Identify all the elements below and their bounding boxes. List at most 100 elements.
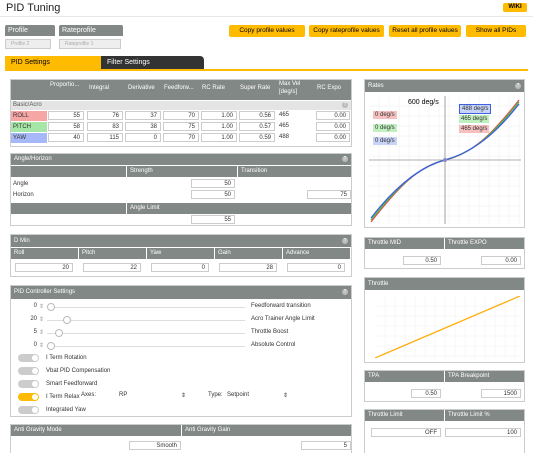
pid-cell-sr[interactable]: 0.56 [239,111,275,120]
pid-cell-ff[interactable]: 70 [163,133,199,142]
slider-stepper[interactable]: ⇕ [39,317,45,323]
throttle-limit-select[interactable]: OFF [371,428,441,437]
throttle-grid [375,296,520,358]
profile-group: Profile Profile 2 [5,25,55,49]
pid-cell-rc[interactable]: 1.00 [201,111,237,120]
toggle-switch[interactable] [18,367,39,375]
slider-track [47,333,245,334]
pid-cell-rc[interactable]: 1.00 [201,133,237,142]
type-label: Type: [208,392,223,398]
toggle-switch[interactable] [18,354,39,362]
header-divider [0,16,533,17]
pid-row-label: YAW [11,133,47,143]
help-icon[interactable]: ? [342,238,348,244]
dmin-col-3: Gain [215,248,282,259]
col-max-vel: Max Vel [deg/s] [279,81,301,95]
throttle-mid-input[interactable]: 0.50 [403,256,441,265]
angle-limit-input[interactable]: 55 [191,215,235,224]
dmin-input-2[interactable]: 0 [151,263,209,272]
throttle-expo-input[interactable]: 0.00 [481,256,521,265]
copy-profile-button[interactable]: Copy profile values [229,25,305,37]
slider-stepper[interactable]: ⇕ [39,343,45,349]
angle-strength-input[interactable]: 50 [191,179,235,188]
toggle-switch[interactable] [18,406,39,414]
toggle-switch[interactable] [18,380,39,388]
copy-rateprofile-button[interactable]: Copy rateprofile values [309,25,384,37]
pid-cell-i[interactable]: 83 [87,122,123,131]
rateprofile-select[interactable]: Rateprofile 1 [59,39,121,49]
pid-cell-p[interactable]: 58 [48,122,84,131]
pid-cell-ff[interactable]: 70 [163,111,199,120]
throttle-graph [375,296,520,358]
angle-header-blank [11,166,126,177]
show-all-pids-button[interactable]: Show all PIDs [466,25,526,37]
rateprofile-group: Rateprofile Rateprofile 1 [59,25,123,49]
tab-filter-settings[interactable]: Filter Settings [101,56,204,69]
throttle-mid-panel: Throttle MID Throttle EXPO 0.50 0.00 [364,237,525,269]
slider-stepper[interactable]: ⇕ [39,304,45,310]
pid-cell-p[interactable]: 55 [48,111,84,120]
slider-label: Absolute Control [251,342,296,348]
pid-cell-expo[interactable]: 0.00 [316,133,350,142]
dmin-input-0[interactable]: 20 [15,263,73,272]
wiki-button[interactable]: WIKI [503,3,527,12]
chevron-down-icon: ⇕ [181,393,187,399]
horizon-strength-input[interactable]: 50 [191,190,235,199]
rates-max-label: 600 deg/s [408,99,439,106]
slider-track [47,307,245,308]
tpa-input[interactable]: 0.50 [411,389,441,398]
tab-pid-settings[interactable]: PID Settings [5,56,101,69]
profile-select[interactable]: Profile 2 [5,39,51,49]
dmin-input-3[interactable]: 28 [219,263,277,272]
pid-cell-p[interactable]: 40 [48,133,84,142]
slider-thumb[interactable] [47,303,55,311]
pid-cell-ff[interactable]: 75 [163,122,199,131]
slider-stepper[interactable]: ⇕ [39,330,45,336]
dmin-col-0: Roll [11,248,78,259]
pid-cell-sr[interactable]: 0.57 [239,122,275,131]
dmin-input-1[interactable]: 22 [83,263,141,272]
help-icon[interactable]: ? [342,156,348,162]
slider-track [47,346,245,347]
help-icon[interactable]: ? [342,289,348,295]
pid-table-header [11,80,351,100]
pid-cell-i[interactable]: 115 [87,133,123,142]
dmin-input-4[interactable]: 0 [287,263,345,272]
pid-cell-d[interactable]: 0 [125,133,161,142]
axes-select[interactable]: RP [119,392,128,398]
horizon-transition-input[interactable]: 75 [307,190,351,199]
dmin-col-4: Advance [283,248,350,259]
toggle-label: Integrated Yaw [46,407,86,413]
yaw-rate-left: 0 deg/s [373,137,397,145]
tpa-breakpoint-input[interactable]: 1500 [481,389,521,398]
axes-label: Axes: [81,392,97,398]
pid-cell-sr[interactable]: 0.59 [239,133,275,142]
page-title: PID Tuning [6,2,61,14]
pid-cell-d[interactable]: 37 [125,111,161,120]
pid-cell-max-vel: 465 [279,123,290,129]
help-icon[interactable]: ? [515,83,521,89]
anti-gravity-mode-select[interactable]: Smooth [129,441,181,450]
toggle-switch[interactable] [18,393,39,401]
slider-label: Acro Trainer Angle Limit [251,316,315,322]
type-select[interactable]: Setpoint [227,392,250,398]
pid-cell-i[interactable]: 76 [87,111,123,120]
roll-rate-left: 0 deg/s [373,111,397,119]
pid-cell-expo[interactable]: 0.00 [316,122,350,131]
toggle-label: I Term Rotation [46,355,87,361]
slider-thumb[interactable] [62,316,71,324]
roll-rate-right: 465 deg/s [459,125,490,133]
slider-thumb[interactable] [54,329,63,337]
reset-all-button[interactable]: Reset all profile values [389,25,461,37]
pid-cell-rc[interactable]: 1.00 [201,122,237,131]
help-icon[interactable]: ? [342,102,348,108]
pitch-rate-right: 465 deg/s [459,115,490,123]
slider-thumb[interactable] [47,342,55,350]
pid-cell-expo[interactable]: 0.00 [316,111,350,120]
tpa-panel: TPA TPA Breakpoint 0.50 1500 [364,370,525,402]
angle-limit-blank [11,203,126,214]
pid-cell-d[interactable]: 38 [125,122,161,131]
slider-value: 0 [33,342,37,348]
throttle-limit-pct-input[interactable]: 100 [445,428,521,437]
anti-gravity-gain-input[interactable]: 5 [301,441,351,450]
